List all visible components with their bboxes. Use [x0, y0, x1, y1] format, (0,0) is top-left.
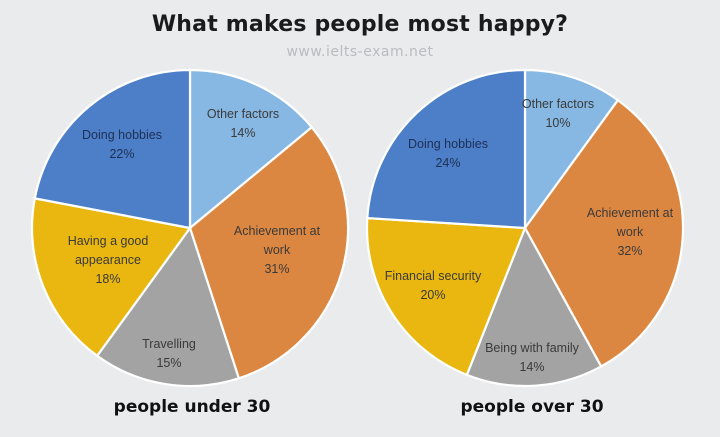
pie-1-label-0: Other factors 10% — [522, 97, 594, 130]
pie-0-label-0: Other factors 14% — [207, 107, 279, 140]
pie-1-slice-3 — [365, 216, 527, 377]
pie-caption-over-30: people over 30 — [460, 397, 604, 417]
pie-1: Other factors 10% Achievement at work 32% Bei… — [365, 68, 685, 388]
pie-1-slice-0 — [523, 68, 620, 232]
pie-0-label-2: Travelling 15% — [142, 337, 196, 370]
pie-1-slice-2 — [465, 225, 603, 388]
pie-0-label-3: Having a good appearance 18% — [68, 234, 149, 286]
pie-0-slice-2 — [95, 225, 241, 388]
pie-1-label-2: Being with family 14% — [485, 341, 580, 374]
pie-0-label-4: Doing hobbies 22% — [82, 128, 162, 161]
pie-1-slice-1 — [523, 98, 685, 368]
watermark: www.ielts-exam.net — [286, 44, 434, 60]
chart-title: What makes people most happy? — [151, 12, 569, 37]
pie-0-slice-0 — [188, 68, 314, 231]
pie-1-label-3: Financial security 20% — [385, 269, 482, 302]
pie-0-label-1: Achievement at work 31% — [234, 224, 321, 276]
pie-1-label-1: Achievement at work 32% — [587, 206, 674, 258]
pie-1-slice-4 — [366, 68, 527, 230]
pie-0-slice-3 — [30, 197, 192, 358]
pie-0-slice-1 — [188, 125, 350, 380]
pie-caption-under-30: people under 30 — [113, 397, 271, 417]
pie-0: Other factors 14% Achievement at work 31% Tra… — [30, 68, 350, 388]
pie-0-slice-4 — [33, 68, 192, 230]
pie-1-label-4: Doing hobbies 24% — [408, 137, 488, 170]
